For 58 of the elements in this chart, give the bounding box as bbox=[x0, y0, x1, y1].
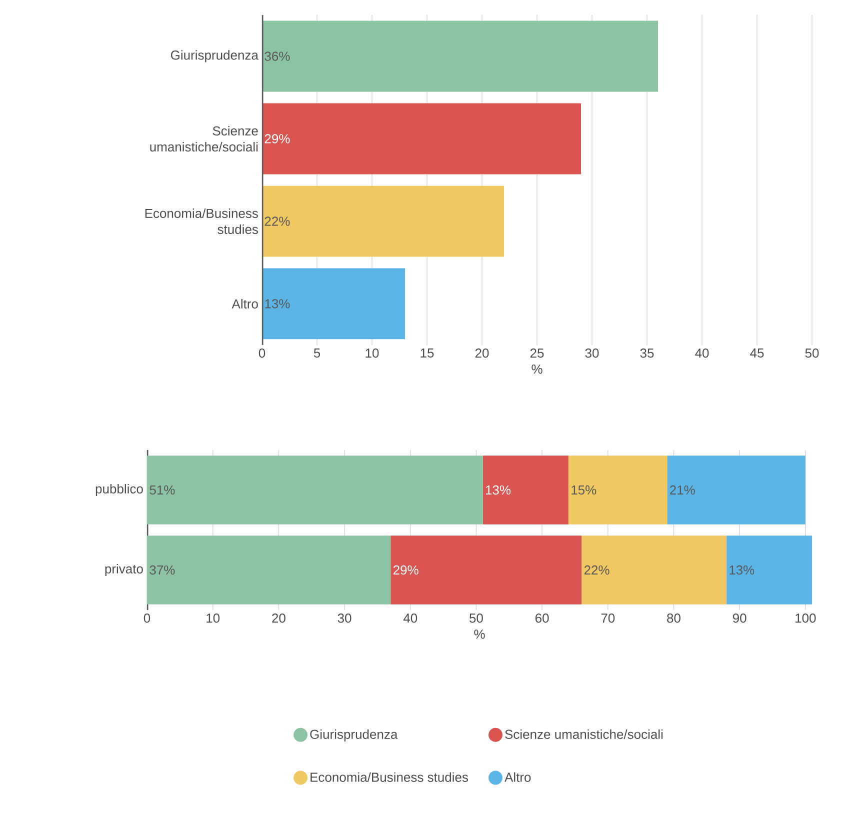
x-tick-label: 60 bbox=[535, 614, 549, 623]
x-tick-label: 0 bbox=[258, 348, 266, 358]
data-label: 37% bbox=[150, 565, 175, 575]
legend-label: Giurisprudenza bbox=[310, 729, 398, 742]
bar bbox=[390, 536, 582, 604]
bar bbox=[726, 536, 812, 604]
x-tick-label: 25 bbox=[530, 348, 544, 358]
data-label: 29% bbox=[393, 565, 418, 575]
data-label: 29% bbox=[264, 134, 290, 144]
data-label: 22% bbox=[584, 565, 610, 575]
y-tick-label: Scienze umanistiche/sociali bbox=[150, 126, 258, 152]
x-tick-label: 10 bbox=[366, 348, 379, 358]
data-label: 36% bbox=[264, 52, 290, 61]
x-tick-label: 20 bbox=[475, 348, 489, 358]
bar bbox=[147, 536, 391, 604]
y-tick-label: privato bbox=[105, 564, 143, 576]
x-tick-label: 80 bbox=[667, 614, 680, 623]
bar bbox=[582, 536, 726, 604]
data-label: 21% bbox=[670, 485, 695, 495]
data-label: 13% bbox=[486, 485, 511, 495]
x-tick-label: 10 bbox=[206, 614, 220, 623]
y-tick-label: Economia/Business studies bbox=[145, 208, 258, 234]
legend-label: Economia/Business studies bbox=[310, 772, 468, 782]
bar bbox=[262, 103, 581, 174]
y-tick-label: Giurisprudenza bbox=[170, 50, 258, 62]
x-tick-label: 20 bbox=[272, 614, 286, 623]
bar bbox=[262, 186, 504, 257]
data-label: 15% bbox=[572, 485, 596, 495]
data-label: 13% bbox=[730, 565, 754, 575]
legend-label: Altro bbox=[504, 772, 531, 782]
data-label: 51% bbox=[150, 485, 175, 495]
x-tick-label: 35 bbox=[640, 348, 654, 358]
bar bbox=[568, 456, 668, 524]
x-tick-label: 50 bbox=[805, 348, 819, 358]
x-tick-label: 5 bbox=[314, 348, 320, 358]
x-tick-label: 30 bbox=[338, 614, 352, 623]
x-axis-title: % bbox=[474, 630, 485, 639]
bar bbox=[482, 456, 568, 524]
data-label: 22% bbox=[264, 216, 290, 226]
y-tick-label: pubblico bbox=[96, 484, 143, 496]
x-tick-label: 90 bbox=[732, 614, 746, 623]
legend-label: Scienze umanistiche/sociali bbox=[505, 729, 663, 739]
x-tick-label: 30 bbox=[585, 348, 599, 358]
x-tick-label: 40 bbox=[695, 348, 709, 358]
bar bbox=[147, 456, 483, 524]
bar bbox=[667, 456, 806, 524]
x-tick-label: 70 bbox=[601, 614, 615, 623]
x-tick-label: 40 bbox=[403, 614, 418, 623]
x-tick-label: 45 bbox=[750, 348, 764, 358]
x-tick-label: 100 bbox=[796, 614, 816, 623]
x-tick-label: 15 bbox=[420, 348, 434, 358]
y-tick-label: Altro bbox=[232, 298, 258, 309]
bar bbox=[262, 268, 405, 340]
x-tick-label: 50 bbox=[470, 614, 483, 623]
bar bbox=[262, 20, 658, 92]
x-axis-title: % bbox=[532, 364, 542, 374]
data-label: 13% bbox=[265, 299, 290, 308]
x-tick-label: 0 bbox=[144, 614, 150, 623]
